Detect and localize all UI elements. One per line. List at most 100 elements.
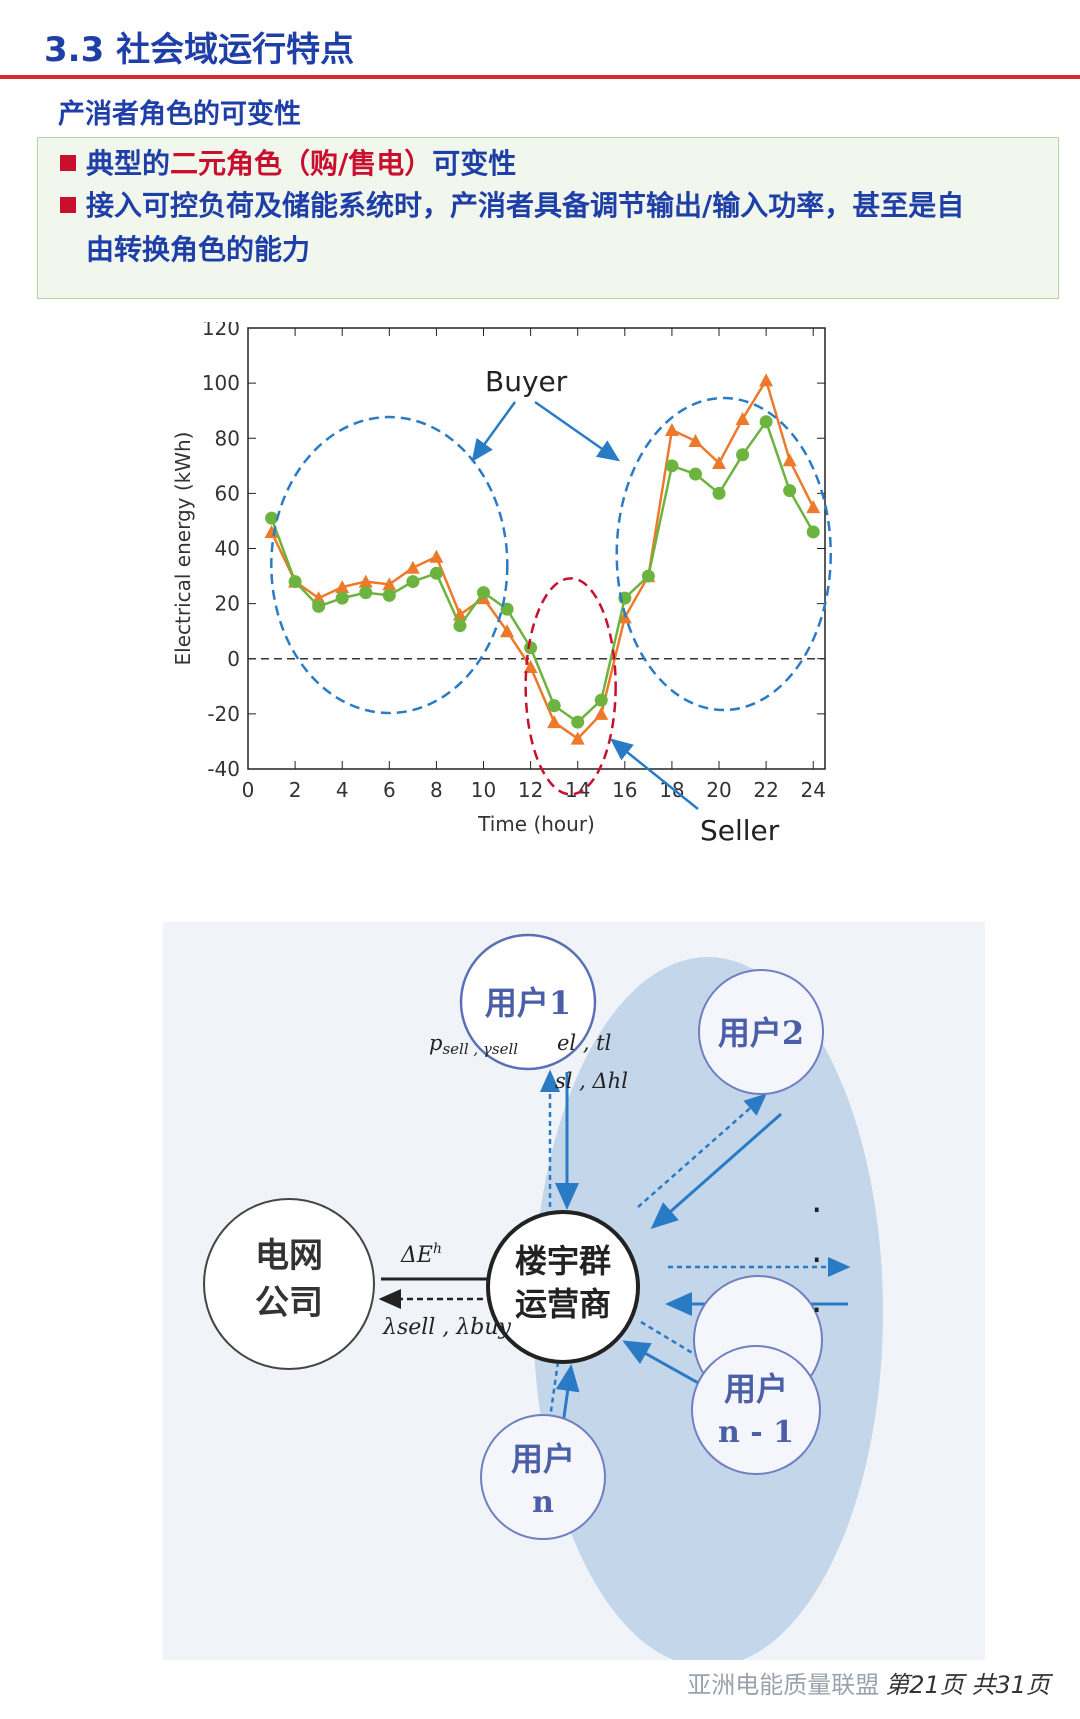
- arrow-to-user2: [637, 1093, 767, 1208]
- x-tick-label: 12: [518, 778, 543, 802]
- section-subtitle: 产消者角色的可变性: [58, 99, 301, 130]
- point-orange: [429, 549, 444, 563]
- usern-label-2: n: [532, 1485, 554, 1520]
- point-orange: [664, 422, 679, 436]
- point-orange: [735, 411, 750, 425]
- bullet-1-highlight: 二元角色（购/售电）: [170, 147, 433, 180]
- x-tick-label: 4: [336, 778, 349, 802]
- user2-node: [698, 969, 824, 1095]
- bullet-2-line2: 由转换角色的能力: [86, 233, 311, 266]
- point-orange: [688, 434, 703, 448]
- x-tick-label: 14: [565, 778, 590, 802]
- y-tick-label: 20: [215, 592, 240, 616]
- point-green: [524, 641, 538, 655]
- point-green: [806, 525, 820, 539]
- point-green: [736, 448, 750, 462]
- x-tick-label: 10: [471, 778, 496, 802]
- point-orange: [523, 660, 538, 674]
- operator-node: [486, 1210, 640, 1364]
- point-orange: [405, 560, 420, 574]
- grid-company-node: [203, 1198, 375, 1370]
- bullet-box: 典型的二元角色（购/售电）可变性 接入可控负荷及储能系统时，产消者具备调节输出/…: [37, 137, 1059, 299]
- usern-node: [480, 1414, 606, 1540]
- x-tick-label: 22: [753, 778, 778, 802]
- bullet-square-icon: [60, 155, 76, 171]
- bullet-1-text-end: 可变性: [432, 147, 517, 180]
- point-green: [547, 699, 561, 713]
- point-green: [641, 569, 655, 583]
- buyer-ellipse-right: [615, 396, 832, 712]
- user1-label: 用户1: [485, 984, 571, 1022]
- x-tick-label: 8: [430, 778, 443, 802]
- y-tick-label: 80: [215, 426, 240, 450]
- bullet-2-line1: 接入可控负荷及储能系统时，产消者具备调节输出/输入功率，甚至是自: [86, 189, 965, 222]
- point-orange: [570, 731, 585, 745]
- label-sl-hl: sl , Δhl: [555, 1069, 628, 1093]
- operator-diagram: 电网 公司 楼宇群 运营商 用户1 用户2 用户 n - 1 用户 n · · …: [163, 922, 985, 1667]
- grid-company-label-1: 电网: [255, 1236, 323, 1276]
- seller-ellipse: [524, 577, 617, 796]
- point-orange: [382, 577, 397, 591]
- point-green: [571, 715, 585, 729]
- x-tick-label: 2: [289, 778, 302, 802]
- bullet-square-icon: [60, 197, 76, 213]
- y-tick-label: 100: [202, 371, 240, 395]
- x-tick-label: 0: [242, 778, 255, 802]
- bullet-1-text: 典型的: [86, 147, 171, 180]
- grid-company-label-2: 公司: [255, 1283, 323, 1323]
- user1-node: [459, 933, 597, 1071]
- buyer-arrow-right: [534, 400, 621, 462]
- point-orange: [759, 373, 774, 387]
- point-orange: [782, 453, 797, 467]
- point-green: [429, 566, 443, 580]
- ellipsis-dot-3: ·: [811, 1290, 822, 1331]
- point-orange: [311, 591, 326, 605]
- point-green: [312, 599, 326, 613]
- x-tick-label: 16: [612, 778, 637, 802]
- usern-label-1: 用户: [511, 1440, 575, 1478]
- point-green: [406, 575, 420, 589]
- point-green: [382, 588, 396, 602]
- bullet-1: 典型的二元角色（购/售电）可变性: [60, 140, 516, 188]
- y-tick-label: -20: [207, 702, 240, 726]
- label-lambda: λsell , λbuy: [382, 1315, 512, 1340]
- page-number: 第21页 共31页: [885, 1671, 1050, 1699]
- point-green: [453, 619, 467, 633]
- seller-arrow: [610, 738, 699, 810]
- point-green: [712, 486, 726, 500]
- x-tick-label: 24: [800, 778, 825, 802]
- x-tick-label: 6: [383, 778, 396, 802]
- seller-label: Seller: [700, 814, 780, 847]
- arrow-from-user2: [650, 1112, 782, 1229]
- x-tick-label: 20: [706, 778, 731, 802]
- usern1-label-1: 用户: [724, 1370, 788, 1408]
- buyer-arrow-left: [471, 401, 517, 463]
- point-green: [783, 484, 797, 498]
- y-tick-label: -40: [207, 757, 240, 781]
- y-tick-label: 0: [227, 647, 240, 671]
- point-orange: [594, 706, 609, 720]
- bullet-2: 接入可控负荷及储能系统时，产消者具备调节输出/输入功率，甚至是自: [60, 182, 964, 230]
- operator-label-2: 运营商: [515, 1285, 611, 1323]
- point-green: [688, 467, 702, 481]
- point-green: [265, 511, 279, 525]
- point-orange: [335, 580, 350, 594]
- y-tick-label: 120: [202, 322, 240, 340]
- point-orange: [806, 500, 821, 514]
- point-orange: [358, 574, 373, 588]
- title-rule: [0, 75, 1080, 79]
- y-axis-label: Electrical energy (kWh): [171, 432, 195, 666]
- label-delta-e: ΔEh: [400, 1241, 442, 1268]
- page-title: 3.3 社会域运行特点: [44, 30, 355, 70]
- buyer-label: Buyer: [485, 365, 568, 398]
- x-axis-label: Time (hour): [477, 812, 595, 836]
- usern1-label-2: n - 1: [718, 1415, 794, 1450]
- usern1-circle: [691, 1345, 821, 1475]
- ellipsis-dot-1: ·: [811, 1190, 822, 1231]
- point-green: [594, 693, 608, 707]
- point-orange: [500, 624, 515, 638]
- point-orange: [547, 715, 562, 729]
- y-tick-label: 60: [215, 481, 240, 505]
- y-tick-label: 40: [215, 537, 240, 561]
